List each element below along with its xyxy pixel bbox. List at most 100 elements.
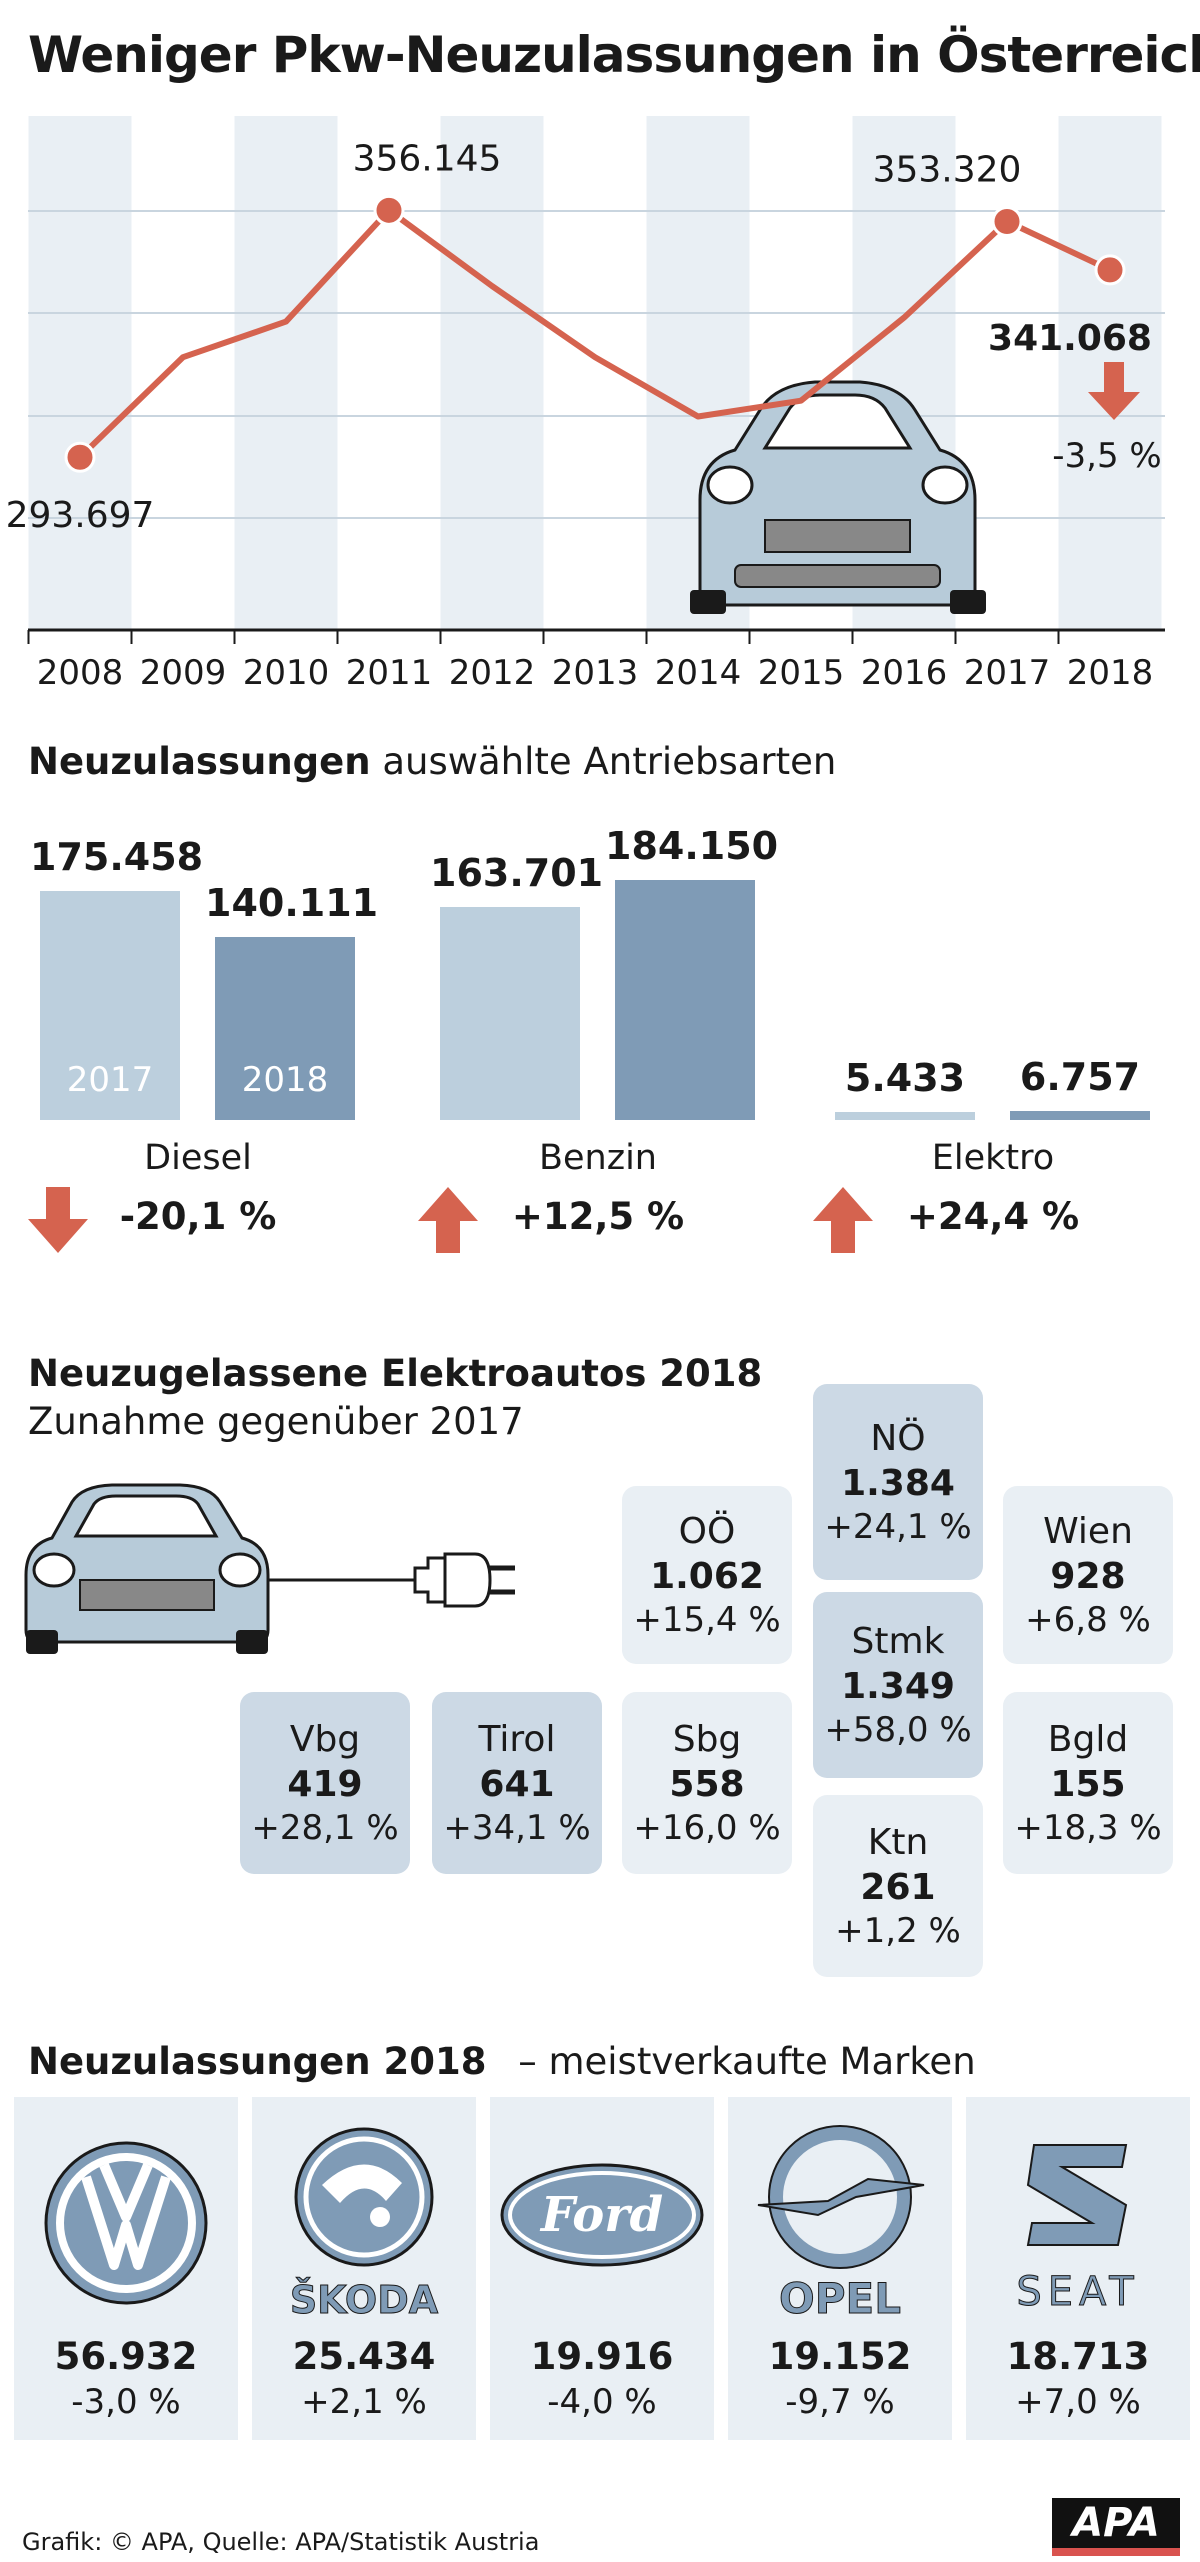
brand-pct: -4,0 % — [547, 2382, 657, 2422]
series-line — [77, 207, 1112, 460]
region-name: Sbg — [672, 1718, 742, 1760]
data-point — [991, 205, 1023, 237]
data-point — [1094, 254, 1126, 286]
source-footer: Grafik: © APA, Quelle: APA/Statistik Aus… — [22, 2528, 540, 2556]
region-pct: +28,1 % — [251, 1807, 399, 1848]
region-value: 419 — [287, 1763, 363, 1805]
year-stripe — [131, 116, 235, 630]
category-label: Elektro — [931, 1138, 1055, 1178]
x-tick-label: 2016 — [861, 653, 948, 693]
x-tick-label: 2011 — [346, 653, 433, 693]
car-illustration — [690, 380, 986, 614]
region-tile: Bgld 155 +18,3 % — [1003, 1692, 1173, 1874]
region-pct: +34,1 % — [443, 1807, 591, 1848]
data-point — [373, 194, 405, 226]
apa-logo: APA — [1052, 2498, 1180, 2548]
region-tile: Wien 928 +6,8 % — [1003, 1486, 1173, 1664]
brand-pct: +7,0 % — [1015, 2382, 1141, 2422]
skoda-logo: ŠKODA — [289, 2127, 439, 2323]
bar: 2017 — [40, 891, 180, 1120]
region-tile: Sbg 558 +16,0 % — [622, 1692, 792, 1874]
bar-series-label: 2017 — [66, 1059, 154, 1100]
region-tiles: NÖ 1.384 +24,1 % OÖ 1.062 +15,4 % Wien 928 +6,8 … — [240, 1384, 1173, 1977]
skoda-wordmark: ŠKODA — [290, 2278, 439, 2322]
up-arrow-icon — [813, 1187, 873, 1253]
x-tick-label: 2017 — [964, 653, 1051, 693]
region-name: Tirol — [478, 1718, 556, 1760]
region-tile: Vbg 419 +28,1 % — [240, 1692, 410, 1874]
brand-value: 56.932 — [54, 2335, 198, 2378]
bar — [1010, 1111, 1150, 1120]
point-label: 341.068 — [988, 318, 1152, 359]
region-name: Wien — [1043, 1510, 1133, 1552]
brands-section-title: Neuzulassungen 2018 – meistverkaufte Mar… — [28, 2040, 976, 2083]
brand-pct: -9,7 % — [785, 2382, 895, 2422]
point-label: 353.320 — [873, 149, 1022, 190]
data-point — [64, 441, 96, 473]
x-tick-label: 2012 — [449, 653, 536, 693]
region-tile: Ktn 261 +1,2 % — [813, 1795, 983, 1977]
region-pct: +16,0 % — [633, 1807, 781, 1848]
region-value: 1.349 — [841, 1665, 955, 1707]
bar-value-label: 6.757 — [1019, 1055, 1141, 1100]
change-pct: +24,4 % — [906, 1195, 1080, 1238]
year-stripe — [543, 116, 647, 630]
region-value: 261 — [860, 1866, 936, 1908]
ev-section-title: Neuzugelassene Elektroautos 2018 — [28, 1352, 763, 1395]
page-title: Weniger Pkw-Neuzulassungen in Österreich — [28, 26, 1200, 84]
up-arrow-icon — [418, 1187, 478, 1253]
year-stripe — [28, 116, 132, 630]
grid-lines — [27, 210, 1165, 644]
region-pct: +15,4 % — [633, 1599, 781, 1640]
bar-value-label: 175.458 — [30, 835, 204, 880]
x-tick-label: 2009 — [140, 653, 227, 693]
category-label: Diesel — [144, 1138, 252, 1178]
brand-card-skoda: ŠKODA 25.434 +2,1 % — [252, 2097, 476, 2440]
region-pct: +58,0 % — [824, 1709, 972, 1750]
region-name: Stmk — [851, 1620, 945, 1662]
region-tile: Stmk 1.349 +58,0 % — [813, 1592, 983, 1778]
line-chart: 293.697 356.145 353.320 341.068 2008 2009 201… — [6, 116, 1165, 693]
seat-wordmark: SEAT — [1016, 2269, 1139, 2315]
vw-logo — [44, 2141, 208, 2305]
region-value: 928 — [1050, 1555, 1126, 1597]
brand-value: 18.713 — [1006, 2335, 1150, 2378]
brand-value: 25.434 — [292, 2335, 436, 2378]
line-series — [64, 194, 1126, 473]
region-tile: Tirol 641 +34,1 % — [432, 1692, 602, 1874]
point-label: 356.145 — [353, 138, 502, 179]
ford-wordmark: Ford — [539, 2187, 663, 2243]
bar — [440, 906, 580, 1120]
region-value: 1.384 — [841, 1462, 955, 1504]
brand-card-opel: OPEL 19.152 -9,7 % — [728, 2097, 952, 2440]
x-tick-label: 2013 — [552, 653, 639, 693]
brand-pct: +2,1 % — [301, 2382, 427, 2422]
bar-value-label: 184.150 — [605, 824, 779, 868]
x-tick-label: 2015 — [758, 653, 845, 693]
opel-logo: OPEL — [757, 2125, 925, 2324]
bar — [835, 1112, 975, 1120]
brand-card-seat: SEAT 18.713 +7,0 % — [966, 2097, 1190, 2440]
change-pct: -20,1 % — [119, 1195, 277, 1238]
x-tick-label: 2018 — [1067, 653, 1154, 693]
point-label: 293.697 — [6, 495, 155, 536]
region-tile: NÖ 1.384 +24,1 % — [813, 1384, 983, 1580]
year-stripe — [234, 116, 338, 630]
x-tick-label: 2008 — [37, 653, 124, 693]
bar-series-label: 2018 — [241, 1059, 329, 1100]
brands-title: Neuzulassungen 2018 — [28, 2040, 487, 2083]
bar-section-title: Neuzulassungen auswählte Antriebsarten — [28, 740, 836, 783]
region-value: 155 — [1050, 1763, 1126, 1805]
category-label: Benzin — [538, 1138, 657, 1178]
electric-car-illustration — [24, 1483, 515, 1654]
bar-value-label: 5.433 — [844, 1056, 966, 1100]
year-stripe — [440, 116, 544, 630]
region-value: 558 — [669, 1763, 745, 1805]
point-labels: 293.697 356.145 353.320 341.068 — [6, 138, 1152, 536]
change-pct: +12,5 % — [511, 1195, 685, 1238]
apa-logo-bar — [1052, 2548, 1180, 2556]
region-pct: +18,3 % — [1014, 1807, 1162, 1848]
x-tick-label: 2014 — [655, 653, 742, 693]
bar-chart: 2017 175.458 2018 140.111 Diesel -20,1 % 163.7… — [0, 800, 1200, 1300]
region-name: Vbg — [289, 1718, 361, 1760]
